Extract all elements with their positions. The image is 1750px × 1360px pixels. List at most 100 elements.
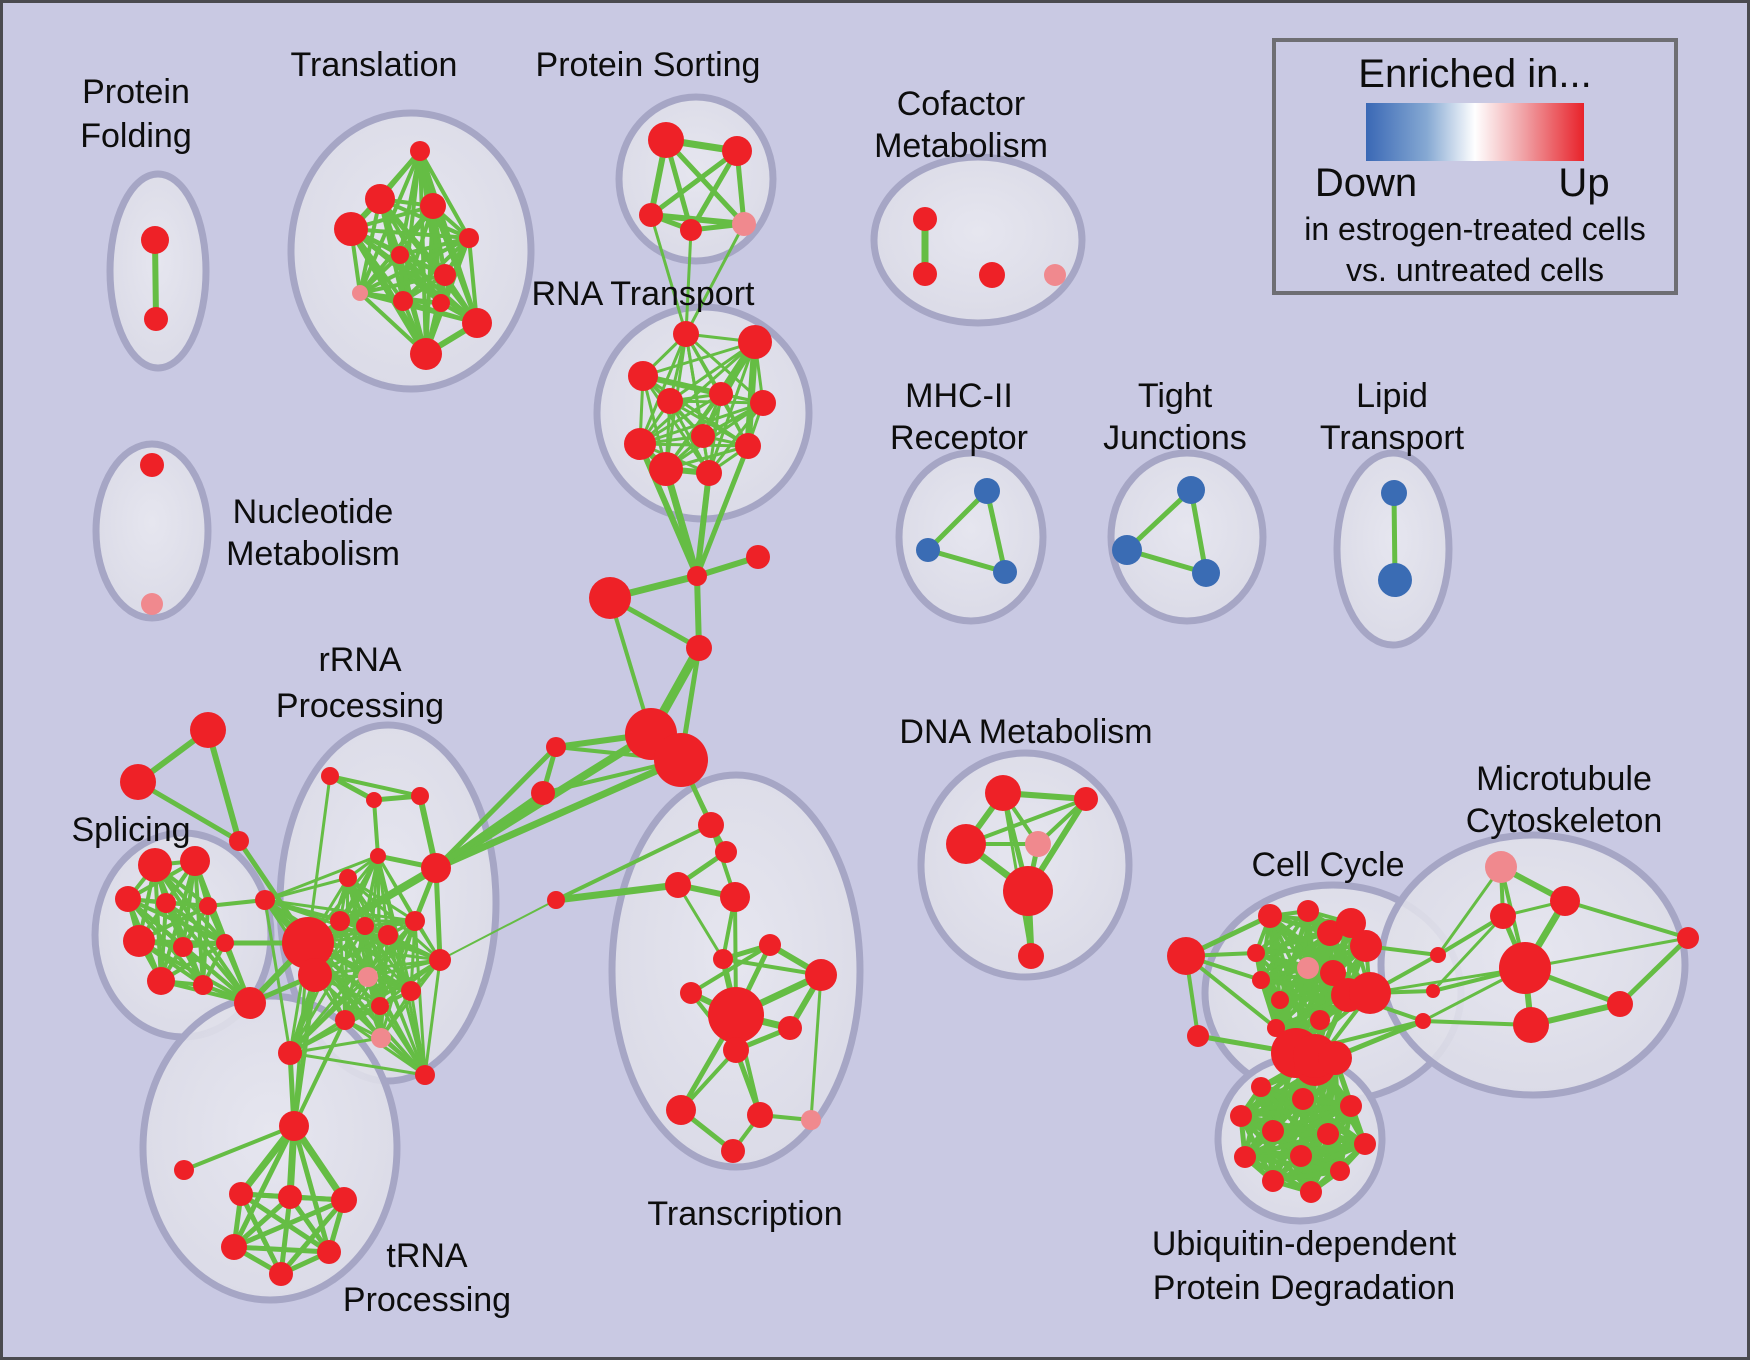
edge <box>1421 1019 1533 1027</box>
node-splicing-3 <box>138 848 172 882</box>
node-cell_cycle-5 <box>1252 971 1270 989</box>
legend-caption-line2: vs. untreated cells <box>1346 251 1604 288</box>
node-cell_cycle-8 <box>1336 908 1366 938</box>
node-splicing-4 <box>180 846 210 876</box>
node-rrna_processing-12 <box>298 958 332 992</box>
legend-up-label: Up <box>1558 161 1610 205</box>
edge <box>689 943 772 995</box>
node-splicing-10 <box>216 934 234 952</box>
node-ubiquitin_degradation-5 <box>1230 1105 1252 1127</box>
edge <box>413 919 427 1077</box>
edge <box>409 989 427 1077</box>
node-cofactor_metabolism-2 <box>979 262 1005 288</box>
node-trna_processing-3 <box>278 1185 302 1209</box>
node-connectors-0 <box>687 566 707 586</box>
cluster-label-rrna_processing: rRNA <box>318 641 401 679</box>
node-translation-5 <box>391 246 409 264</box>
node-rrna_processing-3 <box>370 848 386 864</box>
edge <box>1238 1103 1354 1119</box>
node-microtubule_cytoskeleton-2 <box>1490 903 1516 929</box>
node-splicing-2 <box>229 831 249 851</box>
edge <box>744 338 759 450</box>
edge <box>263 898 417 923</box>
edge <box>984 488 1008 575</box>
edge <box>433 790 546 871</box>
node-nucleotide_metabolism-0 <box>140 453 164 477</box>
cluster-label-protein_folding: Folding <box>80 117 192 155</box>
legend-caption-line1: in estrogen-treated cells <box>1304 211 1646 247</box>
node-ubiquitin_degradation-3 <box>1292 1088 1314 1110</box>
cluster-ellipse-tight_junctions <box>1107 449 1267 625</box>
node-translation-7 <box>352 285 368 301</box>
node-splicing-13 <box>234 987 266 1019</box>
edge <box>964 797 1088 846</box>
node-splicing-6 <box>156 893 176 913</box>
node-cell_cycle-13 <box>1310 1010 1330 1030</box>
node-rrna_processing-9 <box>378 925 398 945</box>
edge <box>288 1051 427 1077</box>
node-trna_processing-6 <box>317 1240 341 1264</box>
node-rrna_processing-17 <box>335 1010 355 1030</box>
edge <box>378 1004 427 1077</box>
edge <box>278 1194 293 1277</box>
edge <box>433 744 559 871</box>
node-cell_cycle-18 <box>1430 947 1446 963</box>
cluster-label-microtubule_cytoskeleton: Cytoskeleton <box>1466 802 1663 840</box>
edge <box>649 213 688 336</box>
node-protein_sorting-2 <box>639 203 663 227</box>
node-trna_processing-7 <box>269 1262 293 1286</box>
cluster-label-lipid_transport: Transport <box>1320 419 1465 457</box>
node-microtubule_cytoskeleton-6 <box>1677 927 1699 949</box>
cluster-label-lipid_transport: Lipid <box>1356 377 1428 415</box>
cluster-label-rrna_processing: Processing <box>276 687 444 725</box>
edge <box>372 798 380 858</box>
cluster-ellipse-mhc_ii_receptor <box>895 449 1047 625</box>
edge <box>552 881 682 904</box>
node-translation-2 <box>420 193 446 219</box>
node-ubiquitin_degradation-2 <box>1251 1077 1271 1097</box>
node-mhc_ii_receptor-1 <box>916 538 940 562</box>
node-translation-10 <box>462 308 492 338</box>
node-rna_transport-9 <box>649 452 683 486</box>
node-connectors-1 <box>746 545 770 569</box>
edge <box>313 958 442 977</box>
node-rrna_processing-1 <box>366 792 382 808</box>
node-splicing-5 <box>115 886 141 912</box>
node-translation-3 <box>334 212 368 246</box>
node-rna_transport-4 <box>709 382 733 406</box>
node-transcription-13 <box>721 1139 745 1163</box>
node-splicing-1 <box>120 764 156 800</box>
cluster-label-cell_cycle: Cell Cycle <box>1251 846 1404 884</box>
cluster-label-rna_transport: RNA Transport <box>532 275 756 313</box>
node-translation-11 <box>410 338 442 370</box>
edge <box>662 465 701 580</box>
node-translation-6 <box>434 264 456 286</box>
edge <box>707 340 757 475</box>
edge <box>205 727 242 844</box>
cluster-label-cofactor_metabolism: Cofactor <box>897 85 1026 123</box>
node-trna_processing-4 <box>331 1187 357 1213</box>
node-splicing-11 <box>147 967 175 995</box>
node-cell_cycle-3 <box>1297 900 1319 922</box>
edge <box>263 854 380 902</box>
node-tight_junctions-1 <box>1112 535 1142 565</box>
node-trna_processing-1 <box>174 1160 194 1180</box>
node-mhc_ii_receptor-2 <box>993 560 1017 584</box>
node-ubiquitin_degradation-13 <box>1300 1181 1322 1203</box>
node-transcription-10 <box>723 1037 749 1063</box>
edge <box>676 883 725 961</box>
node-tight_junctions-2 <box>1192 559 1220 587</box>
node-trna_processing-0 <box>279 1111 309 1141</box>
edge <box>347 225 430 358</box>
node-transcription-0 <box>698 812 724 838</box>
edge <box>366 958 442 979</box>
node-transcription-8 <box>708 987 764 1043</box>
node-ubiquitin_degradation-1 <box>1318 1041 1352 1075</box>
edge <box>306 774 332 945</box>
node-translation-4 <box>459 228 479 248</box>
edge <box>433 865 443 963</box>
edge <box>1436 865 1503 957</box>
edge <box>638 401 765 446</box>
node-splicing-7 <box>199 897 217 915</box>
node-microtubule_cytoskeleton-3 <box>1499 942 1551 994</box>
